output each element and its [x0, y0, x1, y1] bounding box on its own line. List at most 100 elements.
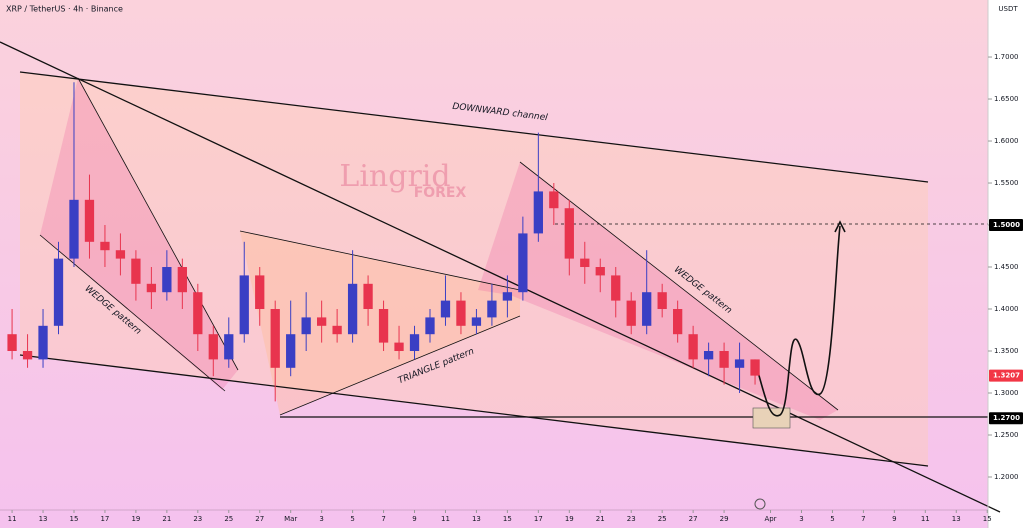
candle-body: [146, 283, 157, 293]
x-tick-label: 15: [983, 515, 992, 523]
candle-body: [688, 334, 698, 360]
x-tick-label: 3: [799, 515, 803, 523]
candle-body: [409, 334, 420, 352]
candle-body: [69, 199, 79, 259]
candle-body: [518, 233, 528, 293]
x-tick-label: 11: [441, 515, 450, 523]
candle-body: [564, 208, 574, 259]
candle-body: [440, 300, 451, 318]
candle-body: [734, 359, 745, 368]
x-tick-label: 21: [162, 515, 171, 523]
x-tick-label: 7: [381, 515, 385, 523]
x-tick-label: 13: [472, 515, 481, 523]
triangle-line: [279, 315, 521, 416]
candle-body: [487, 300, 497, 318]
candle-body: [255, 275, 265, 310]
x-tick-label: 3: [319, 515, 323, 523]
candle-body: [378, 309, 389, 343]
candle-body: [394, 342, 404, 352]
y-tick-label: 1.4500: [994, 263, 1019, 271]
candle-body: [611, 275, 621, 301]
candle-body: [162, 267, 172, 293]
x-tick-label: Mar: [284, 515, 297, 523]
price-tag: [989, 412, 1023, 425]
candle-body: [642, 292, 652, 326]
wedge-line: [77, 77, 239, 371]
channel-fill: [20, 72, 928, 466]
x-tick-label: 9: [412, 515, 416, 523]
x-tick-label: 15: [70, 515, 79, 523]
x-tick-label: 27: [689, 515, 698, 523]
x-tick-label: 11: [921, 515, 930, 523]
projection-arrow: [834, 220, 846, 233]
candle-body: [580, 258, 590, 268]
candle-body: [425, 317, 435, 335]
y-tick-label: 1.7000: [994, 53, 1019, 61]
price-axis-bg: [988, 0, 1024, 528]
drawings: [0, 41, 1001, 513]
zone-box: [752, 407, 791, 429]
x-tick-label: Apr: [764, 515, 776, 523]
x-tick-label: 5: [830, 515, 834, 523]
candle-body: [471, 317, 482, 326]
price-tag-label: 1.3207: [993, 372, 1020, 380]
candle-body: [177, 267, 187, 293]
x-tick-label: 5: [350, 515, 354, 523]
price-tag-label: 1.2700: [993, 414, 1020, 422]
candle-body: [53, 258, 64, 326]
y-tick-label: 1.2500: [994, 431, 1019, 439]
x-tick-label: 17: [100, 515, 109, 523]
y-tick-label: 1.3500: [994, 347, 1019, 355]
projection-path: [757, 225, 841, 417]
candle-body: [224, 334, 234, 360]
candle-body: [22, 351, 33, 360]
candle-body: [502, 292, 513, 301]
price-tag: [989, 369, 1023, 382]
watermark: Lingrid: [339, 159, 450, 194]
candle-body: [100, 241, 110, 251]
candle-body: [286, 334, 296, 368]
candle-body: [673, 309, 683, 335]
x-tick-label: 11: [8, 515, 17, 523]
x-tick-label: 19: [131, 515, 140, 523]
candle-body: [7, 334, 17, 352]
candle-body: [193, 292, 203, 335]
wedge-line: [39, 234, 226, 392]
event-icon: [754, 498, 766, 510]
candle-body: [270, 309, 280, 368]
y-tick-label: 1.6500: [994, 95, 1019, 103]
price-tag-label: 1.5000: [993, 221, 1020, 229]
x-tick-label: 23: [627, 515, 636, 523]
x-tick-label: 13: [39, 515, 48, 523]
candle-body: [332, 325, 342, 335]
candle-body: [84, 199, 95, 242]
candle-body: [115, 250, 126, 259]
y-tick-label: 1.4000: [994, 305, 1019, 313]
candle-body: [703, 351, 714, 360]
y-tick-label: 1.2000: [994, 473, 1019, 481]
y-tick-label: 1.6000: [994, 137, 1019, 145]
x-tick-label: 25: [224, 515, 233, 523]
trend-line: [0, 41, 1001, 513]
candle-body: [456, 300, 466, 326]
candle-body: [549, 191, 559, 209]
candle-body: [363, 283, 373, 310]
candle-body: [750, 359, 760, 376]
wedge-fill: [40, 78, 238, 390]
x-tick-label: 17: [534, 515, 543, 523]
x-tick-label: 9: [892, 515, 896, 523]
currency: USDT: [998, 5, 1018, 13]
triangle-line: [239, 230, 521, 291]
symbol-title: XRP / TetherUS · 4h · Binance: [6, 5, 123, 14]
x-tick-label: 25: [658, 515, 667, 523]
candle-body: [239, 275, 249, 335]
candle-body: [347, 283, 358, 335]
wedge-line: [519, 161, 839, 411]
candle-body: [657, 292, 667, 310]
x-tick-label: 27: [255, 515, 264, 523]
x-tick-label: 13: [952, 515, 961, 523]
candle-body: [208, 334, 218, 360]
candle-body: [626, 300, 636, 326]
candle-body: [719, 351, 729, 368]
